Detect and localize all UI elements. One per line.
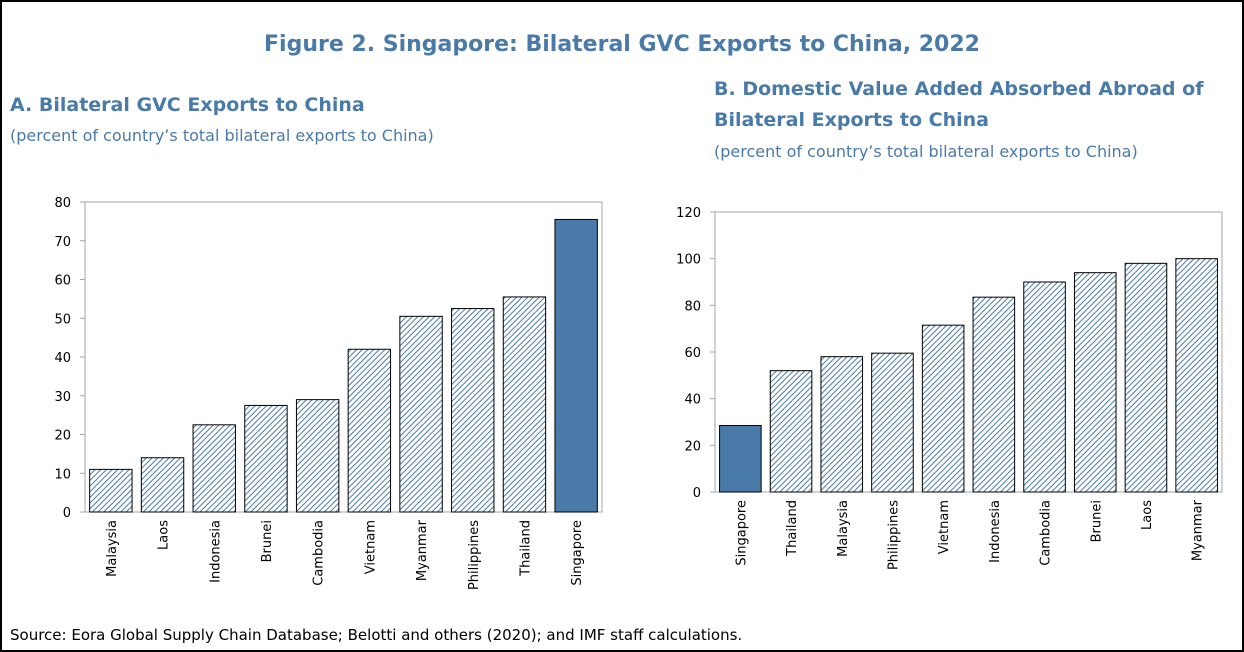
x-tick-label: Singapore — [570, 520, 585, 586]
chart-title: B. Domestic Value Added Absorbed Abroad … — [714, 78, 1204, 100]
chart-title: Bilateral Exports to China — [714, 109, 989, 131]
bar — [1175, 258, 1218, 493]
x-tick-label: Thailand — [518, 520, 533, 577]
x-tick-label: Brunei — [1089, 500, 1104, 542]
bar — [719, 425, 762, 493]
y-tick-label: 30 — [54, 390, 71, 405]
bar — [554, 218, 598, 513]
bar — [502, 296, 547, 513]
bar — [244, 404, 288, 513]
bar — [1023, 281, 1066, 493]
y-tick-label: 60 — [54, 274, 71, 289]
bar — [820, 356, 864, 493]
x-tick-label: Philippines — [886, 500, 901, 570]
y-tick-label: 80 — [684, 299, 701, 314]
figure-title: Figure 2. Singapore: Bilateral GVC Expor… — [264, 32, 980, 57]
chart-title: A. Bilateral GVC Exports to China — [10, 94, 365, 116]
bar — [1124, 262, 1168, 493]
chart-subtitle: (percent of country’s total bilateral ex… — [714, 142, 1138, 161]
y-tick-label: 40 — [54, 351, 71, 366]
bar — [399, 315, 443, 513]
bar — [451, 308, 495, 513]
x-tick-label: Indonesia — [988, 500, 1003, 563]
x-tick-label: Cambodia — [1039, 500, 1054, 566]
y-tick-label: 60 — [684, 346, 701, 361]
x-tick-label: Thailand — [785, 500, 800, 557]
bar — [295, 399, 340, 513]
bar — [347, 348, 392, 513]
bar — [192, 424, 236, 513]
x-tick-label: Malaysia — [836, 500, 851, 557]
y-tick-label: 70 — [54, 235, 71, 250]
y-tick-label: 120 — [676, 206, 701, 221]
chart-subtitle: (percent of country’s total bilateral ex… — [10, 126, 434, 145]
x-tick-label: Myanmar — [415, 519, 430, 581]
bar — [140, 457, 185, 513]
x-tick-label: Laos — [1140, 500, 1155, 530]
bar — [1073, 272, 1117, 493]
x-tick-label: Vietnam — [363, 520, 378, 574]
y-tick-label: 50 — [54, 312, 71, 327]
x-tick-label: Philippines — [467, 520, 482, 590]
y-tick-label: 80 — [54, 196, 71, 211]
y-tick-label: 0 — [693, 486, 701, 501]
x-tick-label: Vietnam — [937, 500, 952, 554]
x-tick-label: Indonesia — [208, 520, 223, 583]
bar — [972, 296, 1016, 493]
y-tick-label: 40 — [684, 393, 701, 408]
x-tick-label: Myanmar — [1191, 499, 1206, 561]
y-tick-label: 20 — [684, 439, 701, 454]
bar — [921, 324, 965, 493]
source-note: Source: Eora Global Supply Chain Databas… — [10, 626, 743, 644]
bar — [871, 352, 914, 493]
y-tick-label: 20 — [54, 429, 71, 444]
x-tick-label: Malaysia — [105, 520, 120, 577]
bar — [769, 370, 813, 493]
x-tick-label: Cambodia — [312, 520, 327, 586]
x-tick-label: Laos — [157, 520, 172, 550]
bar — [89, 468, 133, 513]
y-tick-label: 0 — [63, 506, 71, 521]
y-tick-label: 100 — [676, 253, 701, 268]
x-tick-label: Singapore — [734, 500, 749, 566]
y-tick-label: 10 — [54, 467, 71, 482]
x-tick-label: Brunei — [260, 520, 275, 562]
